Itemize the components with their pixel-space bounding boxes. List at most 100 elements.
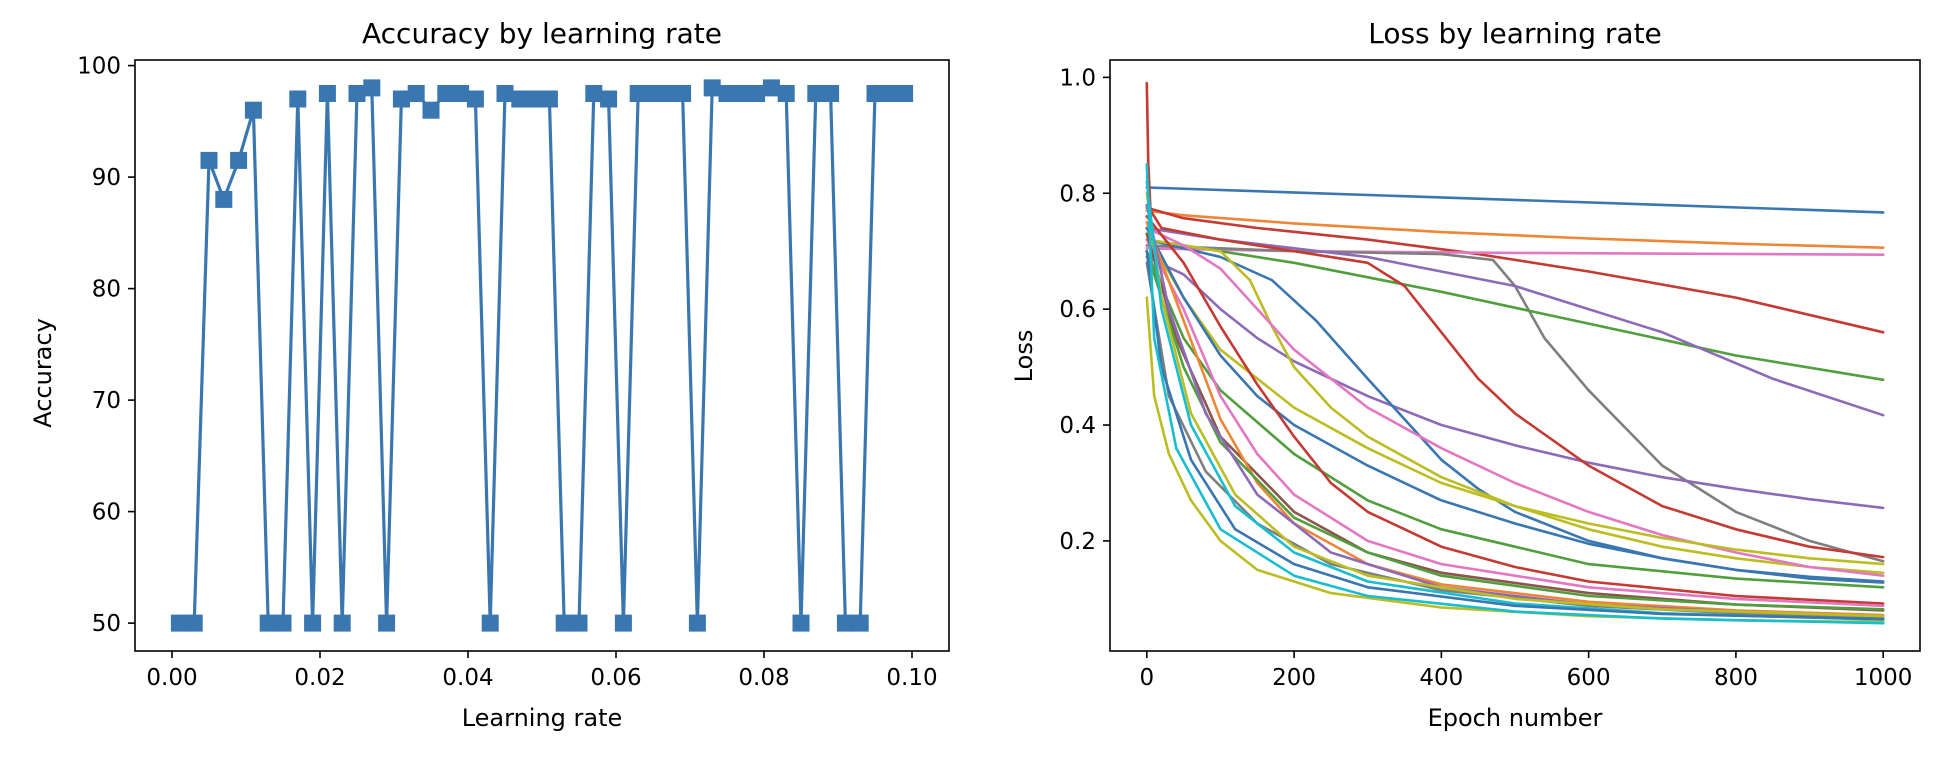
accuracy-chart-data-point-40 xyxy=(762,79,780,97)
accuracy-chart-y-tick-label: 90 xyxy=(92,165,121,191)
accuracy-chart-data-point-27 xyxy=(570,614,588,632)
accuracy-chart-x-tick-label: 0.04 xyxy=(442,665,493,691)
accuracy-chart-data-point-2 xyxy=(200,151,218,169)
loss-chart-series-line-3 xyxy=(1145,247,1885,256)
accuracy-chart-data-point-10 xyxy=(318,85,336,102)
accuracy-chart-data-point-9 xyxy=(304,614,322,632)
accuracy-chart-data-point-1 xyxy=(185,614,203,632)
accuracy-chart-data-point-37 xyxy=(718,85,736,102)
loss-chart-series-line-15 xyxy=(1145,215,1885,605)
accuracy-chart-data-point-0 xyxy=(170,614,188,632)
accuracy-chart-x-tick-label: 0.02 xyxy=(294,665,345,691)
loss-chart-series-line-26 xyxy=(1145,163,1885,625)
loss-chart-series-line-14 xyxy=(1145,249,1885,589)
accuracy-chart-data-point-8 xyxy=(289,90,307,108)
loss-chart-series-line-13 xyxy=(1145,226,1885,583)
accuracy-chart-data-point-31 xyxy=(629,85,647,102)
loss-chart-series-line-22 xyxy=(1145,192,1885,618)
loss-chart-x-tick-label: 0 xyxy=(1139,665,1154,691)
accuracy-chart-data-point-46 xyxy=(851,614,869,632)
loss-chart-series-line-24 xyxy=(1145,249,1885,621)
accuracy-chart-data-point-23 xyxy=(511,90,529,108)
loss-chart-frame xyxy=(1109,59,1921,652)
loss-chart-x-tick-label: 1000 xyxy=(1854,665,1913,691)
loss-chart-series-line-16 xyxy=(1145,238,1885,608)
accuracy-chart-x-tick-label: 0.00 xyxy=(146,665,197,691)
accuracy-chart-y-tick-label: 100 xyxy=(77,54,121,80)
accuracy-chart-y-axis-label: Accuracy xyxy=(29,318,57,428)
loss-chart-series-line-10 xyxy=(1145,238,1885,575)
loss-chart-series-line-2 xyxy=(1145,206,1885,334)
accuracy-chart-plot-content xyxy=(170,79,914,632)
loss-chart: Loss by learning rate 0 200 400 600 800 10000… xyxy=(1010,17,1921,732)
loss-chart-title: Loss by learning rate xyxy=(1368,17,1662,50)
accuracy-chart-y-tick-label: 80 xyxy=(92,277,121,303)
loss-chart-y-tick-label: 0.8 xyxy=(1059,181,1096,207)
loss-chart-series-line-11 xyxy=(1145,226,1885,577)
loss-chart-x-tick-label: 800 xyxy=(1714,665,1758,691)
loss-chart-x-tick-label: 200 xyxy=(1272,665,1316,691)
accuracy-chart-data-point-13 xyxy=(363,79,381,97)
loss-chart-series-line-19 xyxy=(1145,249,1885,611)
loss-chart-y-tick-label: 1.0 xyxy=(1059,65,1096,91)
loss-chart-series-line-6 xyxy=(1145,255,1885,510)
accuracy-chart-title: Accuracy by learning rate xyxy=(362,17,722,50)
accuracy-chart-data-point-43 xyxy=(807,85,825,102)
accuracy-chart-data-point-35 xyxy=(688,614,706,632)
accuracy-chart-data-point-48 xyxy=(881,85,899,102)
accuracy-chart-x-tick-label: 0.10 xyxy=(886,665,937,691)
loss-chart-series-line-5 xyxy=(1145,238,1885,382)
loss-chart-axes: 0 200 400 600 800 1000 0.2 0.4 0.6 0.8 1.0 xyxy=(1059,59,1921,691)
loss-chart-series-line-18 xyxy=(1145,220,1885,617)
accuracy-chart-data-point-39 xyxy=(748,85,766,102)
accuracy-chart-data-point-41 xyxy=(777,85,795,102)
accuracy-chart-data-point-47 xyxy=(866,85,884,102)
accuracy-chart-data-point-34 xyxy=(674,85,692,102)
accuracy-chart-data-point-38 xyxy=(733,85,751,102)
accuracy-chart-data-point-19 xyxy=(452,85,470,102)
loss-chart-y-tick-label: 0.6 xyxy=(1059,297,1096,323)
loss-chart-y-tick-label: 0.4 xyxy=(1059,413,1096,439)
accuracy-chart-y-tick-label: 70 xyxy=(92,388,121,414)
accuracy-chart-x-axis-label: Learning rate xyxy=(462,704,623,732)
accuracy-chart-y-tick-label: 60 xyxy=(92,500,121,526)
loss-chart-x-axis-label: Epoch number xyxy=(1428,704,1603,732)
accuracy-chart-data-point-26 xyxy=(555,614,573,632)
accuracy-chart-data-point-32 xyxy=(644,85,662,102)
accuracy-chart-data-point-15 xyxy=(392,90,410,108)
accuracy-chart-x-tick-label: 0.06 xyxy=(590,665,641,691)
accuracy-chart-data-point-12 xyxy=(348,85,366,102)
accuracy-chart-data-point-45 xyxy=(836,614,854,632)
loss-chart-series-line-4 xyxy=(1145,244,1885,563)
loss-chart-plot-content xyxy=(1145,81,1885,625)
accuracy-chart-data-point-29 xyxy=(600,90,618,108)
accuracy-chart: Accuracy by learning rate 0.00 0.02 0.04 0.… xyxy=(29,17,950,732)
accuracy-chart-data-point-17 xyxy=(422,101,440,119)
loss-chart-y-axis-label: Loss xyxy=(1010,330,1038,383)
accuracy-chart-data-point-6 xyxy=(259,614,277,632)
loss-chart-series-line-0 xyxy=(1145,186,1885,214)
accuracy-chart-data-point-3 xyxy=(215,190,233,208)
accuracy-chart-data-point-44 xyxy=(822,85,840,102)
accuracy-chart-frame xyxy=(134,59,950,652)
accuracy-chart-data-point-36 xyxy=(703,79,721,97)
loss-chart-series-line-1 xyxy=(1145,209,1885,249)
accuracy-chart-x-tick-label: 0.08 xyxy=(738,665,789,691)
accuracy-chart-data-point-28 xyxy=(585,85,603,102)
loss-chart-x-tick-label: 600 xyxy=(1567,665,1611,691)
accuracy-chart-axes: 0.00 0.02 0.04 0.06 0.08 0.10 50 60 70 80 90 100 xyxy=(77,54,950,691)
accuracy-chart-data-point-33 xyxy=(659,85,677,102)
accuracy-chart-data-point-25 xyxy=(540,90,558,108)
accuracy-chart-data-point-21 xyxy=(481,614,499,632)
accuracy-chart-data-point-42 xyxy=(792,614,810,632)
accuracy-chart-data-point-24 xyxy=(526,90,544,108)
accuracy-chart-data-point-22 xyxy=(496,85,514,102)
loss-chart-series-line-8 xyxy=(1145,81,1885,559)
loss-chart-series-line-12 xyxy=(1145,232,1885,566)
accuracy-chart-data-point-30 xyxy=(614,614,632,632)
loss-chart-y-tick-label: 0.2 xyxy=(1059,529,1096,555)
accuracy-chart-data-point-14 xyxy=(378,614,396,632)
accuracy-chart-data-point-7 xyxy=(274,614,292,632)
